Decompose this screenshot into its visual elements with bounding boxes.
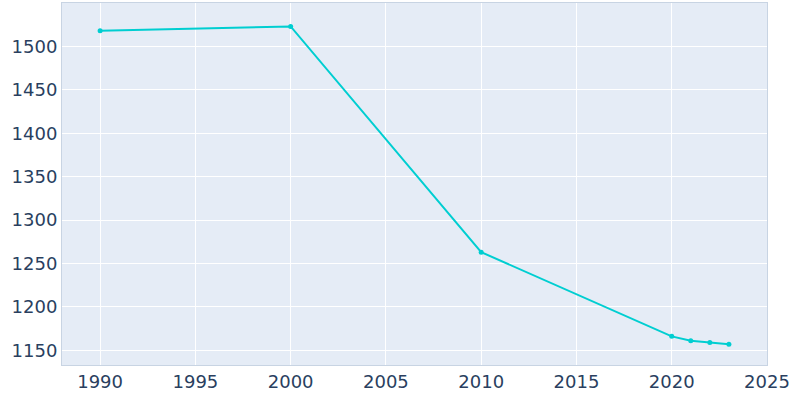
svg-text:1350: 1350 <box>12 166 58 187</box>
svg-text:1300: 1300 <box>12 209 58 230</box>
svg-text:2015: 2015 <box>554 371 600 392</box>
svg-text:2005: 2005 <box>363 371 409 392</box>
svg-text:2000: 2000 <box>268 371 314 392</box>
svg-text:2025: 2025 <box>744 371 790 392</box>
svg-text:1200: 1200 <box>12 296 58 317</box>
svg-text:1150: 1150 <box>12 340 58 361</box>
svg-text:1990: 1990 <box>77 371 123 392</box>
svg-text:1400: 1400 <box>12 123 58 144</box>
svg-text:1500: 1500 <box>12 36 58 57</box>
svg-text:1450: 1450 <box>12 79 58 100</box>
svg-text:2010: 2010 <box>458 371 504 392</box>
svg-text:1995: 1995 <box>172 371 218 392</box>
svg-text:2020: 2020 <box>649 371 695 392</box>
svg-text:1250: 1250 <box>12 253 58 274</box>
